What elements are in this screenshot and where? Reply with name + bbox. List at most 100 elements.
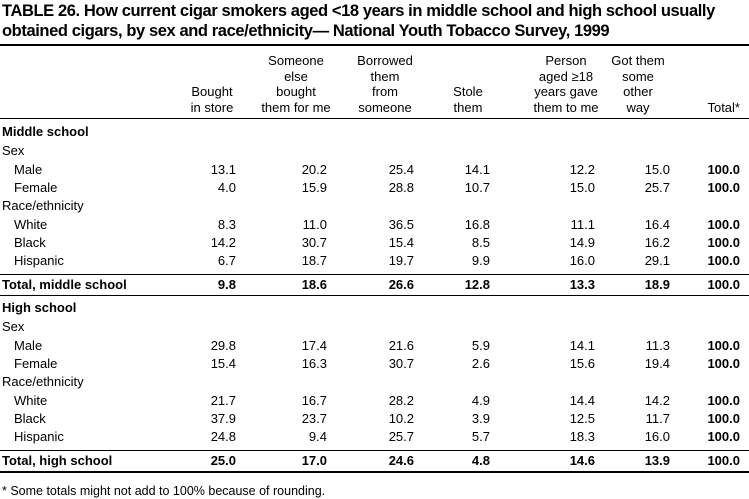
- cell-value: 12.8: [464, 277, 490, 292]
- cell-value: 16.4: [644, 216, 670, 232]
- cell-value: 13.9: [644, 453, 670, 468]
- cell-value: 29.8: [210, 337, 236, 353]
- cell-value: 18.9: [644, 277, 670, 292]
- column-header: Got them some other way: [588, 53, 688, 115]
- cell-value: 6.7: [217, 253, 236, 269]
- column-header: Borrowed them from someone: [335, 53, 435, 115]
- cell-value: 25.0: [210, 453, 236, 468]
- row-label: Black: [14, 235, 46, 251]
- row-label: Male: [14, 337, 43, 353]
- cell-value: 25.4: [388, 161, 414, 177]
- cell-value: 5.7: [471, 429, 490, 445]
- header-line: way: [626, 99, 650, 115]
- cell-value: 36.5: [388, 216, 414, 232]
- header-line: in store: [190, 99, 234, 115]
- cell-value: 11.7: [645, 411, 670, 427]
- cell-value: 4.0: [217, 179, 236, 195]
- header-line: someone: [358, 99, 412, 115]
- cell-value: 14.9: [569, 235, 595, 251]
- column-header: Someone else bought them for me: [246, 53, 346, 115]
- cell-value: 100.0: [707, 179, 740, 195]
- cell-value: 100.0: [707, 392, 740, 408]
- cell-value: 20.2: [301, 161, 327, 177]
- cell-value: 12.5: [569, 411, 595, 427]
- cell-value: 100.0: [707, 235, 740, 251]
- cell-value: 25.7: [388, 429, 414, 445]
- cell-value: 14.2: [210, 235, 236, 251]
- cell-value: 30.7: [388, 355, 414, 371]
- cell-value: 11.0: [302, 216, 327, 232]
- row-label: Female: [14, 355, 58, 371]
- row-label: White: [14, 392, 48, 408]
- cell-value: 15.4: [210, 355, 236, 371]
- cell-value: 14.1: [569, 337, 595, 353]
- cell-value: 28.8: [388, 179, 414, 195]
- cell-value: 100.0: [707, 453, 740, 468]
- header-line: else: [284, 68, 308, 84]
- cell-value: 13.3: [569, 277, 595, 292]
- cell-value: 100.0: [707, 337, 740, 353]
- cell-value: 8.5: [471, 235, 490, 251]
- cell-value: 23.7: [301, 411, 327, 427]
- cell-value: 21.6: [388, 337, 414, 353]
- cell-value: 30.7: [301, 235, 327, 251]
- section-title: High school: [2, 300, 77, 315]
- row-label: Hispanic: [14, 253, 64, 269]
- cell-value: 13.1: [210, 161, 236, 177]
- cell-value: 100.0: [707, 216, 740, 232]
- group-label: Race/ethnicity: [2, 374, 84, 390]
- header-line: Total*: [707, 99, 740, 115]
- top-rule: [0, 44, 749, 46]
- cell-value: 14.6: [569, 453, 595, 468]
- cell-value: 14.4: [569, 392, 595, 408]
- cell-value: 8.3: [217, 216, 236, 232]
- cell-value: 25.7: [644, 179, 670, 195]
- header-line: Got them: [611, 53, 665, 68]
- cell-value: 11.3: [645, 337, 670, 353]
- cell-value: 15.9: [301, 179, 327, 195]
- section-title: Middle school: [2, 124, 89, 139]
- header-line: Stole: [453, 84, 483, 99]
- cell-value: 9.4: [308, 429, 327, 445]
- header-line: from: [372, 84, 398, 99]
- cell-value: 16.0: [644, 429, 670, 445]
- cell-value: 12.2: [569, 161, 595, 177]
- cell-value: 28.2: [388, 392, 414, 408]
- total-label: Total, middle school: [2, 277, 127, 292]
- cell-value: 4.8: [471, 453, 490, 468]
- row-label: Black: [14, 411, 46, 427]
- footnote: * Some totals might not add to 100% beca…: [2, 484, 326, 498]
- cell-value: 16.8: [464, 216, 490, 232]
- header-line: them: [453, 99, 483, 115]
- cell-value: 9.8: [217, 277, 236, 292]
- cell-value: 29.1: [644, 253, 670, 269]
- cell-value: 16.0: [569, 253, 595, 269]
- total-rule: [0, 450, 749, 451]
- header-line: them to me: [533, 99, 599, 115]
- cell-value: 15.0: [644, 161, 670, 177]
- column-header: Bought in store: [162, 84, 262, 115]
- column-header: Stole them: [418, 84, 518, 115]
- cell-value: 10.2: [388, 411, 414, 427]
- cell-value: 100.0: [707, 277, 740, 292]
- header-line: years gave: [534, 84, 598, 99]
- total-rule: [0, 274, 749, 275]
- cell-value: 9.9: [471, 253, 490, 269]
- cell-value: 2.6: [471, 355, 490, 371]
- header-line: other: [623, 84, 653, 99]
- header-line: Borrowed: [357, 53, 413, 68]
- cell-value: 18.3: [569, 429, 595, 445]
- cell-value: 100.0: [707, 253, 740, 269]
- group-label: Sex: [2, 319, 25, 334]
- cell-value: 3.9: [471, 411, 490, 427]
- header-line: some: [622, 68, 654, 84]
- group-label: Race/ethnicity: [2, 198, 84, 214]
- cell-value: 15.0: [569, 179, 595, 195]
- header-line: aged ≥18: [538, 68, 594, 84]
- cell-value: 19.4: [644, 355, 670, 371]
- cell-value: 14.2: [644, 392, 670, 408]
- header-line: bought: [276, 84, 316, 99]
- cell-value: 37.9: [210, 411, 236, 427]
- row-label: Female: [14, 179, 58, 195]
- cell-value: 21.7: [210, 392, 236, 408]
